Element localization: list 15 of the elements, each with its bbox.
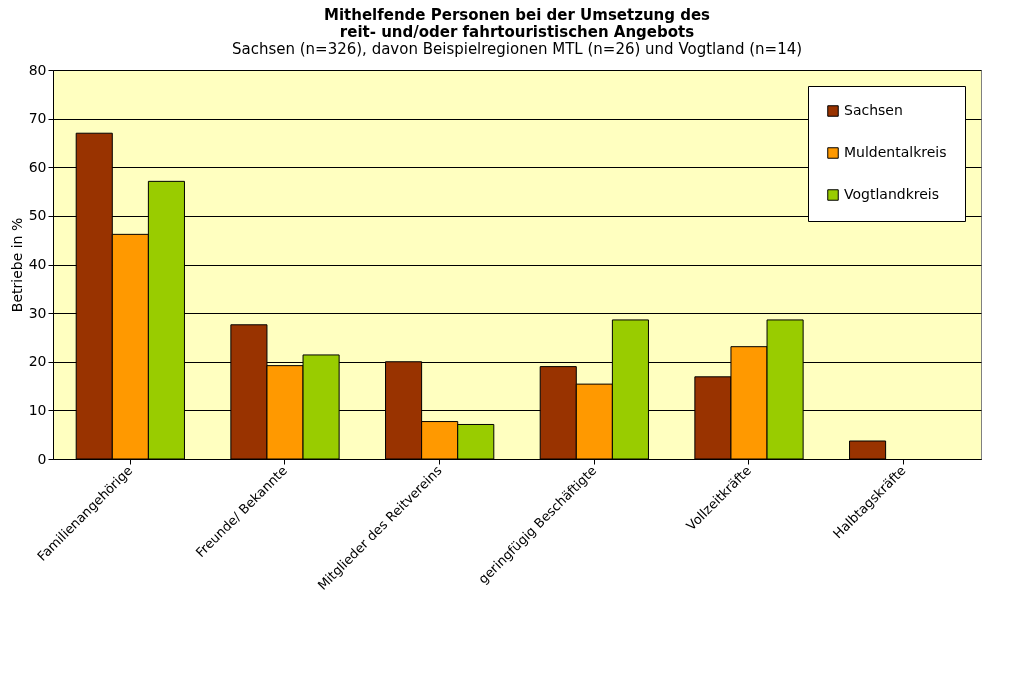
y-tick-label: 40 (28, 256, 47, 272)
y-tick-label: 60 (28, 158, 47, 175)
chart-title: Mithelfende Personen bei der Umsetzung des reit- und/oder fahrtouristischen Angebots (323, 6, 711, 41)
y-tick-label: 10 (28, 401, 47, 418)
y-tick-label: 30 (28, 304, 47, 321)
y-axis-title: Betriebe in % (8, 217, 25, 313)
y-tick-label: 0 (37, 450, 47, 467)
y-tick-label: 50 (28, 207, 47, 224)
y-tick-label: 20 (28, 353, 47, 370)
legend-label: Vogtlandkreis (844, 186, 940, 202)
legend-label: Muldentalkreis (844, 144, 947, 160)
y-tick-label: 80 (28, 61, 47, 78)
chart-subtitle: Sachsen (n=326), davon Beispielregionen MTL (n=26) und Vogtland (n=14) (231, 40, 803, 58)
legend-label: Sachsen (844, 102, 903, 118)
y-tick-label: 70 (28, 110, 47, 127)
